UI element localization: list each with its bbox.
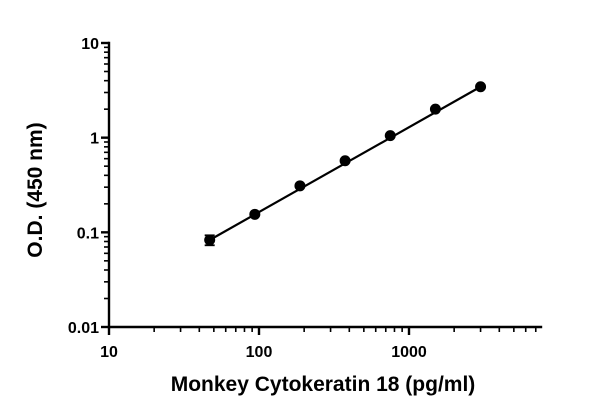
x-axis-title: Monkey Cytokeratin 18 (pg/ml) bbox=[171, 373, 476, 396]
ticks bbox=[101, 41, 537, 335]
data-point bbox=[204, 234, 216, 246]
data-point bbox=[475, 81, 487, 93]
y-tick-label: 1 bbox=[90, 131, 99, 148]
y-tick-label: 0.1 bbox=[77, 225, 99, 242]
y-tick-label: 0.01 bbox=[68, 320, 99, 337]
data-point bbox=[384, 130, 396, 142]
tick-labels: 10 100 1000 0.01 0.1 1 10 bbox=[68, 36, 427, 361]
data-point bbox=[249, 208, 261, 220]
x-tick-label: 100 bbox=[246, 344, 273, 361]
data-point bbox=[429, 103, 441, 115]
data-point bbox=[339, 155, 351, 167]
y-axis-title: O.D. (450 nm) bbox=[24, 122, 47, 257]
x-tick-label: 10 bbox=[100, 344, 118, 361]
data-point bbox=[294, 180, 306, 192]
data-points bbox=[204, 81, 487, 247]
x-tick-label: 1000 bbox=[391, 344, 427, 361]
y-tick-label: 10 bbox=[81, 36, 99, 53]
